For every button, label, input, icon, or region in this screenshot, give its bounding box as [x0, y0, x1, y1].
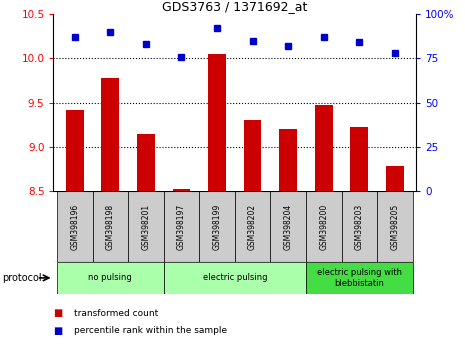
Bar [173, 189, 190, 191]
Bar [57, 262, 164, 294]
Text: GSM398203: GSM398203 [355, 204, 364, 250]
Text: percentile rank within the sample: percentile rank within the sample [74, 326, 227, 336]
Bar [208, 54, 226, 191]
Text: electric pulsing with
blebbistatin: electric pulsing with blebbistatin [317, 268, 402, 287]
Text: GSM398205: GSM398205 [390, 204, 399, 250]
Bar [66, 110, 84, 191]
Bar [199, 191, 235, 262]
Text: GSM398197: GSM398197 [177, 204, 186, 250]
Bar [164, 262, 306, 294]
Bar [351, 127, 368, 191]
Text: GSM398196: GSM398196 [70, 204, 80, 250]
Bar [235, 191, 270, 262]
Bar [306, 191, 341, 262]
Bar [377, 191, 412, 262]
Bar [164, 191, 199, 262]
Text: no pulsing: no pulsing [88, 273, 132, 282]
Text: electric pulsing: electric pulsing [203, 273, 267, 282]
Text: ■: ■ [53, 326, 63, 336]
Text: GSM398200: GSM398200 [319, 204, 328, 250]
Text: GSM398199: GSM398199 [213, 204, 221, 250]
Bar [270, 191, 306, 262]
Text: ■: ■ [53, 308, 63, 318]
Text: protocol: protocol [2, 273, 42, 283]
Text: GSM398204: GSM398204 [284, 204, 292, 250]
Bar [244, 120, 261, 191]
Bar [101, 78, 119, 191]
Text: GSM398198: GSM398198 [106, 204, 115, 250]
Bar [315, 105, 332, 191]
Bar [386, 166, 404, 191]
Title: GDS3763 / 1371692_at: GDS3763 / 1371692_at [162, 0, 307, 13]
Bar [137, 133, 155, 191]
Bar [57, 191, 93, 262]
Text: GSM398202: GSM398202 [248, 204, 257, 250]
Text: transformed count: transformed count [74, 309, 159, 318]
Text: GSM398201: GSM398201 [141, 204, 151, 250]
Bar [128, 191, 164, 262]
Bar [93, 191, 128, 262]
Bar [341, 191, 377, 262]
Bar [279, 129, 297, 191]
Bar [306, 262, 412, 294]
